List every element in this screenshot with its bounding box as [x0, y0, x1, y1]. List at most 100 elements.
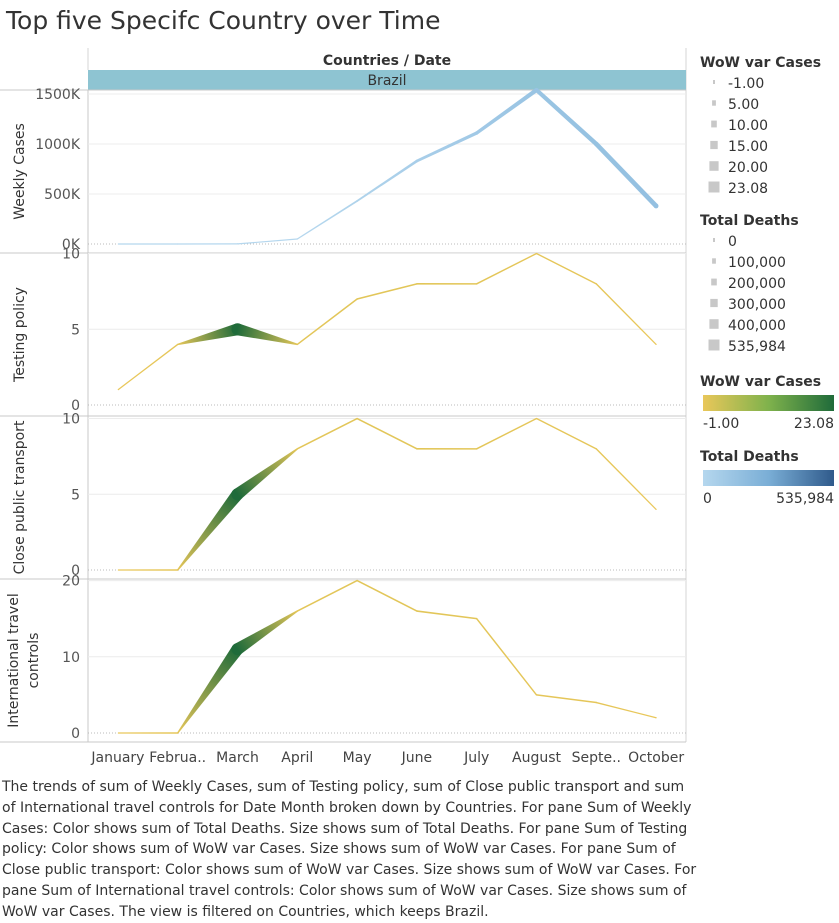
header-label: Countries / Date [323, 53, 451, 69]
pane-weekly: 0K 500K 1000K 1500K Weekly Cases [0, 87, 686, 253]
legend-gradient [703, 395, 834, 411]
country-label: Brazil [367, 73, 406, 89]
legend-max-label: 535,984 [776, 491, 834, 507]
chart-panes: 0K 500K 1000K 1500K Weekly Cases 0 5 10 Testing … [0, 87, 686, 743]
x-tick-label: January [90, 750, 144, 766]
legend-title: WoW var Cases [700, 374, 821, 390]
line-segment [476, 618, 538, 696]
line-segment [237, 238, 298, 245]
legend-size-mark [712, 100, 716, 106]
line-segment [177, 645, 243, 734]
chart-caption: The trends of sum of Weekly Cases, sum o… [2, 779, 697, 920]
line-joint [655, 508, 657, 511]
legend-size-mark [708, 339, 720, 351]
legend-title: Total Deaths [700, 449, 799, 465]
line-segment [416, 610, 477, 620]
line-segment [356, 579, 418, 612]
line-segment [236, 323, 298, 346]
line-segment [296, 417, 358, 450]
x-tick-label: October [628, 750, 684, 766]
chart-title: Top five Specifc Country over Time [6, 6, 441, 35]
line-segment [595, 448, 657, 510]
x-tick-label: May [343, 750, 372, 766]
line-segment [475, 88, 538, 135]
line-segment [476, 252, 537, 285]
line-segment [117, 243, 178, 245]
line-segment [296, 298, 358, 346]
legend-size-mark [709, 161, 719, 171]
legend-min-label: 0 [703, 491, 712, 507]
legend-min-label: -1.00 [703, 416, 739, 432]
y-axis-label: Close public transport [12, 420, 28, 574]
y-tick-label: 5 [71, 487, 80, 503]
legend: WoW var Cases -1.00 5.00 10.00 15.00 20.00 23.… [700, 55, 834, 507]
y-tick-label: 5 [71, 322, 80, 338]
legend-size-mark [710, 140, 718, 150]
line-segment [594, 142, 658, 208]
x-tick-label: August [512, 750, 562, 766]
legend-item-label: 15.00 [728, 139, 768, 155]
y-tick-label: 1500K [35, 87, 81, 103]
legend-max-label: 23.08 [794, 416, 834, 432]
line-segment [296, 200, 358, 240]
legend-color-deaths: Total Deaths 0 535,984 [700, 449, 834, 507]
x-tick-label: April [281, 750, 313, 766]
line-segment [416, 131, 478, 163]
line-segment [117, 569, 178, 571]
legend-size-mark [709, 319, 719, 329]
legend-item-label: 5.00 [728, 97, 759, 113]
line-segment [356, 417, 418, 450]
line-joint [655, 717, 657, 719]
line-segment [234, 610, 298, 655]
pane-transport: 0 5 10 Close public transport [0, 412, 686, 579]
legend-item-label: 10.00 [728, 118, 768, 134]
y-tick-label: 0 [71, 726, 80, 742]
legend-size-mark [711, 278, 717, 286]
pane-testing: 0 5 10 Testing policy [0, 247, 686, 416]
line-segment [233, 448, 298, 500]
line-segment [535, 88, 598, 146]
line-segment [296, 579, 358, 612]
y-tick-label: 20 [62, 574, 80, 590]
y-axis-label: controls [26, 633, 42, 689]
legend-size-mark [711, 120, 717, 128]
legend-title: Total Deaths [700, 213, 799, 229]
legend-size-mark [713, 238, 715, 242]
line-segment [177, 243, 238, 245]
x-tick-label: June [401, 750, 433, 766]
legend-item-label: 400,000 [728, 318, 786, 334]
chart-frame: Countries / Date Brazil [87, 48, 687, 742]
y-tick-label: 0 [71, 563, 80, 579]
legend-size-mark [712, 258, 716, 264]
line-segment [177, 323, 239, 346]
legend-color-wow: WoW var Cases -1.00 23.08 [700, 374, 834, 432]
line-segment [536, 252, 597, 285]
legend-size-wow: WoW var Cases -1.00 5.00 10.00 15.00 20.00 23.… [700, 55, 821, 197]
legend-item-label: 23.08 [728, 181, 768, 197]
country-band [88, 70, 686, 90]
legend-size-mark [708, 181, 720, 193]
y-axis-label: International travel [6, 593, 22, 727]
line-segment [595, 283, 657, 345]
line-segment [416, 283, 477, 285]
line-segment [356, 283, 418, 300]
y-axis-label: Testing policy [12, 287, 28, 383]
line-segment [416, 448, 477, 450]
x-tick-label: Septe.. [572, 750, 621, 766]
legend-size-deaths: Total Deaths 0 100,000 200,000 300,000 400,00… [700, 213, 799, 355]
line-joint [655, 343, 657, 346]
line-segment [177, 490, 243, 571]
legend-size-mark [710, 298, 718, 308]
y-tick-label: 10 [62, 247, 80, 263]
line-segment [536, 417, 597, 450]
line-segment [356, 159, 418, 202]
y-tick-label: 1000K [35, 137, 81, 153]
y-axis-label: Weekly Cases [12, 123, 28, 220]
line-joint [653, 203, 659, 209]
legend-item-label: 300,000 [728, 297, 786, 313]
line-segment [596, 701, 657, 719]
y-tick-label: 0K [62, 237, 81, 253]
y-tick-label: 0 [71, 398, 80, 414]
legend-item-label: 200,000 [728, 276, 786, 292]
y-tick-label: 10 [62, 412, 80, 428]
